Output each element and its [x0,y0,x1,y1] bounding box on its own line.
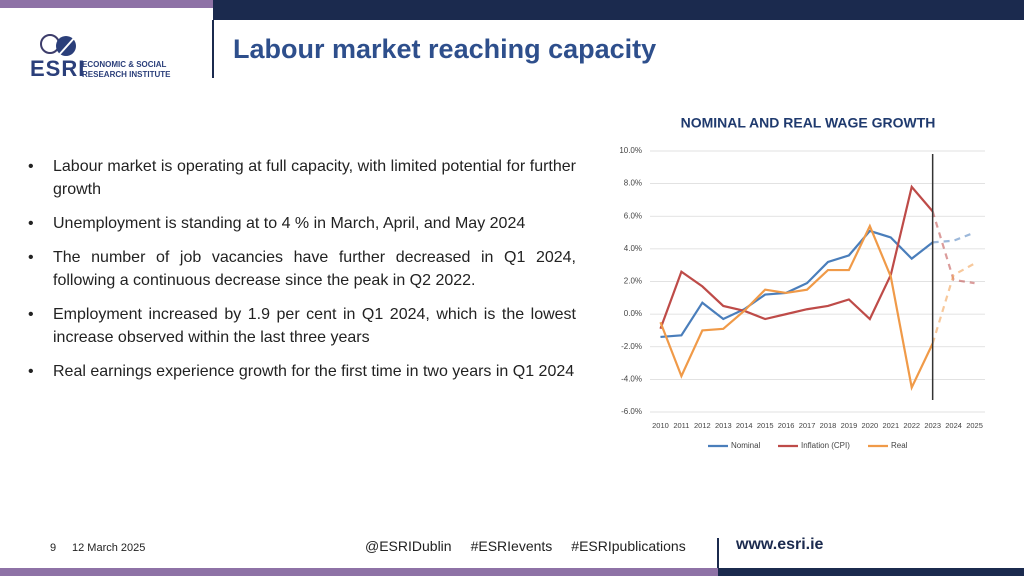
x-tick-label: 2011 [673,421,689,430]
forecast-line [932,231,975,244]
y-tick-label: -2.0% [621,342,642,351]
date: 12 March 2025 [72,542,146,554]
bullet-list: Labour market is operating at full capac… [28,155,576,394]
chart-title: NOMINAL AND REAL WAGE GROWTH [681,115,936,131]
slide-title: Labour market reaching capacity [233,34,657,64]
logo-line: RESEARCH INSTITUTE [82,70,171,79]
footer-links: @ESRIDublin #ESRIevents #ESRIpublications [365,538,686,554]
x-tick-label: 2019 [841,421,858,430]
logo-icon [40,34,77,57]
y-tick-label: 8.0% [624,179,642,188]
divider [212,20,214,78]
footer-link[interactable]: @ESRIDublin [365,538,452,554]
bullet: The number of job vacancies have further… [28,246,576,292]
x-tick-label: 2013 [715,421,732,430]
x-tick-label: 2025 [966,421,983,430]
logo: ESRI ECONOMIC & SOCIAL RESEARCH INSTITUT… [30,30,210,81]
x-tick-label: 2017 [799,421,816,430]
x-tick-label: 2018 [820,421,837,430]
x-tick-label: 2015 [757,421,774,430]
y-tick-label: 2.0% [624,277,642,286]
footer-link[interactable]: #ESRIpublications [571,538,686,554]
y-tick-label: 6.0% [624,211,642,220]
y-tick-label: 4.0% [624,244,642,253]
footer-link[interactable]: #ESRIevents [470,538,553,554]
legend-label: Nominal [731,441,761,450]
x-tick-label: 2023 [924,421,941,430]
forecast-line [931,211,975,285]
top-bar [213,0,1024,20]
series-line [659,223,934,392]
forecast-line [931,262,976,344]
y-tick-label: 10.0% [619,146,642,155]
bullet: Labour market is operating at full capac… [28,155,576,201]
legend-label: Real [891,441,908,450]
bullet: Unemployment is standing at to 4 % in Ma… [28,212,576,235]
y-tick-label: -4.0% [621,374,642,383]
footer-divider [717,538,719,568]
bullet: Real earnings experience growth for the … [28,360,576,383]
series-line [660,229,934,339]
y-tick-label: 0.0% [624,309,642,318]
series-line [659,184,934,330]
x-tick-label: 2010 [652,421,669,430]
x-tick-label: 2014 [736,421,753,430]
chart: NOMINAL AND REAL WAGE GROWTH -6.0% -4.0% -… [619,115,985,450]
x-tick-label: 2016 [778,421,795,430]
legend-label: Inflation (CPI) [801,441,850,450]
bottom-bar [718,568,1024,576]
x-tick-label: 2024 [945,421,962,430]
bullet: Employment increased by 1.9 per cent in … [28,303,576,349]
bottom-bar-left [0,568,718,576]
page-number: 9 [50,542,57,554]
logo-mark: ESRI [30,56,86,81]
x-tick-label: 2012 [694,421,711,430]
x-tick-label: 2020 [862,421,879,430]
logo-line: ECONOMIC & SOCIAL [82,60,167,69]
y-tick-label: -6.0% [621,407,642,416]
top-bar-left [0,0,213,8]
x-tick-label: 2021 [882,421,899,430]
website[interactable]: www.esri.ie [736,536,824,553]
x-tick-label: 2022 [903,421,920,430]
